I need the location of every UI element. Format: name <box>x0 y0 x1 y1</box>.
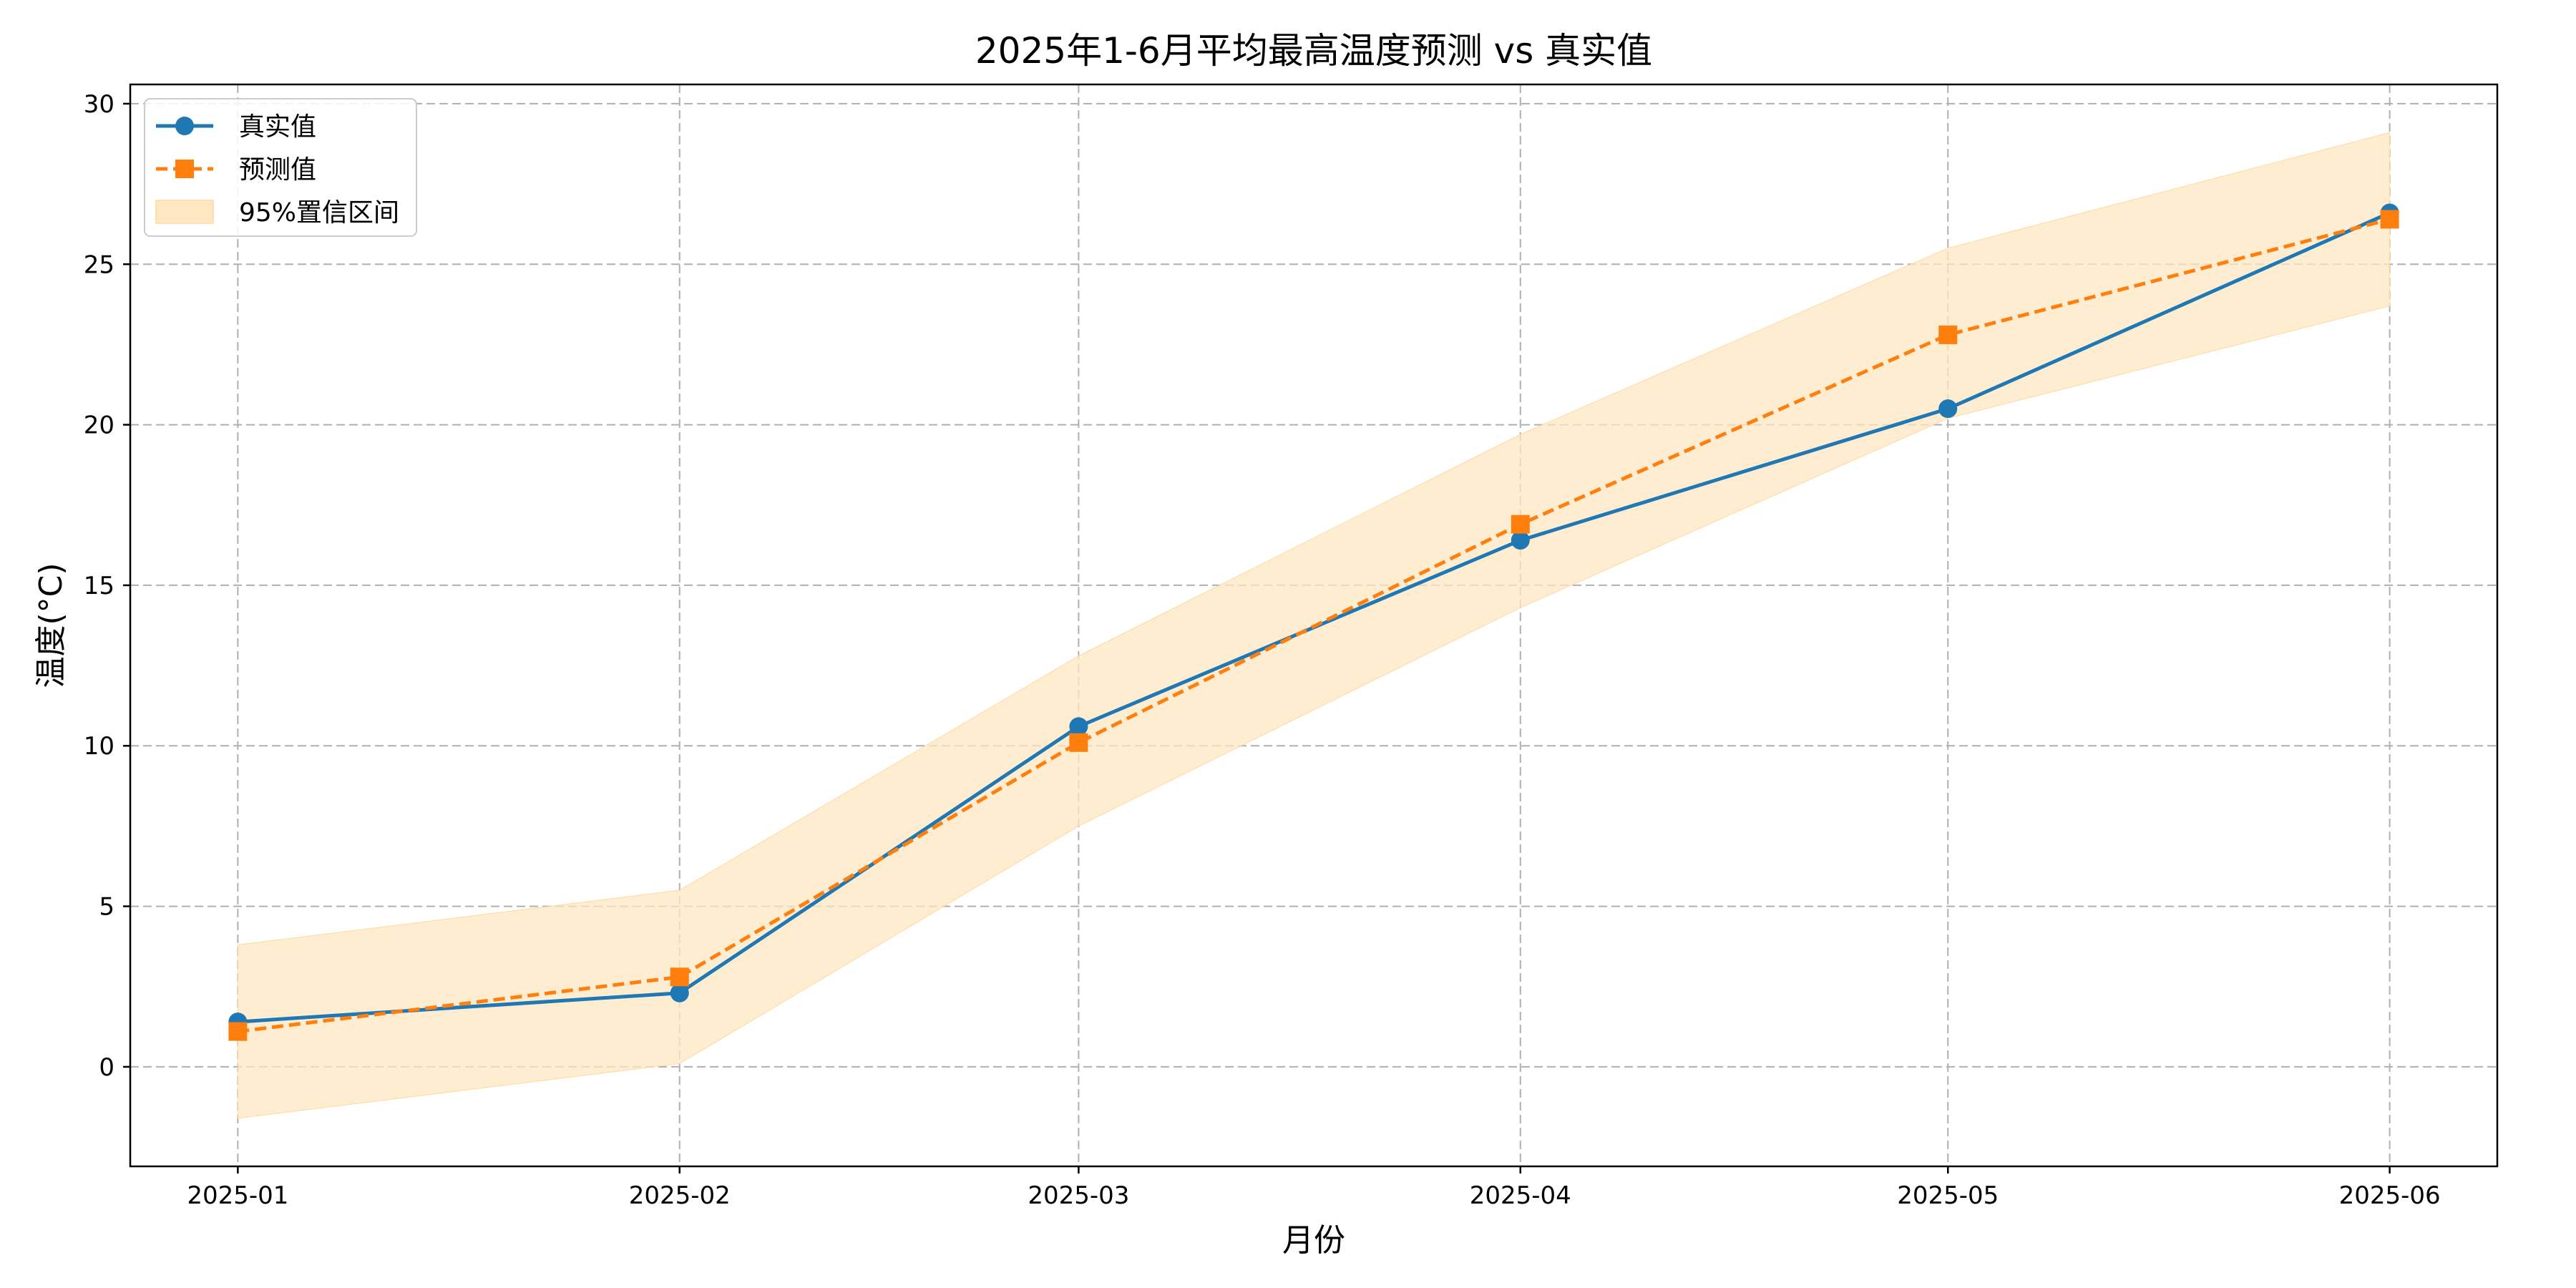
y-tick-label: 30 <box>84 90 114 119</box>
forecast-point <box>1069 733 1088 752</box>
axes-layer: 0 5 10 15 20 25 30 2025-01 2025-02 2025-03 2025-04… <box>84 83 2499 1210</box>
x-tick-label: 2025-03 <box>1028 1181 1129 1210</box>
forecast-series-line <box>238 218 2391 1034</box>
actual-point <box>1069 717 1088 736</box>
y-tick-label: 25 <box>84 250 114 279</box>
legend-band-swatch <box>155 200 214 224</box>
legend-marker <box>175 117 194 135</box>
chart-title: 2025年1-6月平均最高温度预测 vs 真实值 <box>975 30 1652 72</box>
x-axis-label: 月份 <box>1282 1222 1345 1259</box>
y-tick-label: 15 <box>84 572 114 600</box>
y-tick-label: 20 <box>84 411 114 440</box>
y-tick-label: 10 <box>84 732 114 761</box>
series-layer <box>228 203 2399 1041</box>
forecast-point <box>1511 514 1530 534</box>
forecast-point <box>670 967 689 987</box>
legend-marker <box>175 160 194 178</box>
actual-point <box>1511 531 1530 550</box>
actual-point <box>670 983 689 1002</box>
legend-label: 预测值 <box>239 155 316 185</box>
plot-frame <box>129 83 2499 1168</box>
y-tick-label: 0 <box>99 1053 114 1082</box>
legend-label: 真实值 <box>239 112 316 142</box>
forecast-point <box>1938 325 1958 344</box>
actual-point <box>1938 399 1958 419</box>
x-tick-label: 2025-06 <box>2339 1181 2441 1210</box>
x-tick-label: 2025-05 <box>1897 1181 1999 1210</box>
x-tick-label: 2025-02 <box>629 1181 731 1210</box>
y-tick-label: 5 <box>99 893 114 922</box>
legend-label: 95%置信区间 <box>239 198 399 228</box>
y-axis-label: 温度(°C) <box>33 562 69 688</box>
forecast-point <box>228 1022 248 1041</box>
x-tick-label: 2025-01 <box>187 1181 288 1210</box>
forecast-point <box>2380 210 2399 229</box>
x-tick-label: 2025-04 <box>1470 1181 1571 1210</box>
